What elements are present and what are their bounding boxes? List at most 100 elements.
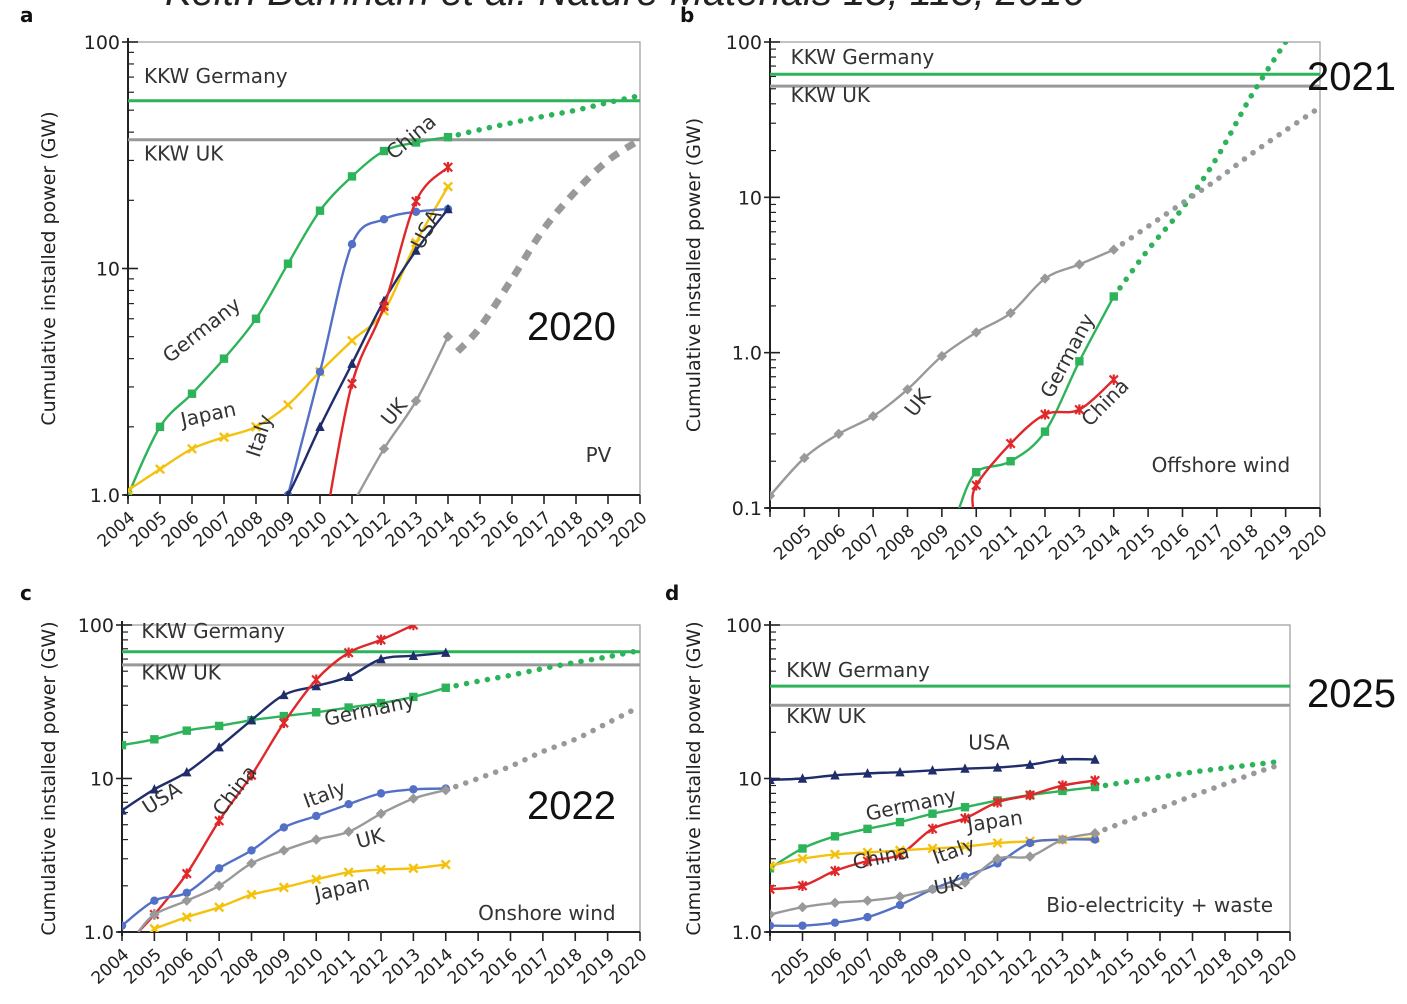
series-china [971, 374, 1119, 508]
annotation-label: Japan [964, 805, 1025, 837]
data-point [408, 650, 419, 661]
data-point [927, 823, 938, 835]
data-point [311, 674, 322, 685]
data-point [379, 301, 389, 312]
data-point [376, 653, 386, 664]
annotation-label: KKW Germany [144, 64, 288, 88]
projection-line [1111, 42, 1289, 300]
x-tick-label: 2018 [1217, 521, 1263, 565]
data-point [770, 860, 776, 871]
data-point [150, 735, 159, 744]
data-point [315, 206, 325, 215]
data-point [246, 858, 257, 869]
annotation-label: PV [586, 443, 612, 467]
annotation-label: Italy [241, 411, 277, 460]
data-point [246, 714, 257, 725]
annotation-label: China [381, 109, 440, 164]
plot-content [770, 684, 1290, 930]
series-uk [770, 244, 1119, 501]
x-tick-label: 2006 [805, 521, 851, 565]
data-point [770, 884, 775, 895]
panel-letter: a [20, 3, 34, 27]
data-point [895, 817, 905, 827]
y-tick-label: 1.0 [732, 343, 762, 365]
data-point [128, 485, 134, 495]
data-point [343, 671, 354, 681]
panel-letter: b [680, 3, 694, 27]
data-point [347, 172, 357, 181]
data-point [797, 853, 808, 864]
annotation-label: Onshore wind [478, 901, 615, 925]
data-point [829, 849, 841, 860]
panel-letter: d [665, 581, 679, 605]
data-point [862, 855, 873, 867]
y-axis-label: Cumulative installed power (GW) [38, 111, 60, 425]
annotation-label: Germany [158, 292, 245, 368]
annotation-label: Italy [929, 832, 978, 869]
x-tick-label: 2019 [1251, 521, 1297, 565]
data-point [960, 763, 970, 773]
y-tick-label: 100 [726, 615, 762, 637]
data-point [1108, 374, 1119, 385]
annotation-label: Offshore wind [1152, 453, 1291, 477]
data-point [1108, 244, 1119, 255]
series-uk [356, 331, 454, 495]
panel-letter: c [20, 581, 32, 605]
data-point [867, 410, 879, 422]
data-point [149, 923, 160, 932]
data-point [312, 708, 321, 717]
data-point [378, 443, 390, 454]
data-point [343, 867, 354, 878]
projection-line [445, 92, 640, 140]
data-point [441, 683, 450, 692]
data-point [218, 432, 230, 443]
y-axis-label: Cumulative installed power (GW) [683, 118, 705, 432]
annotation-label: Germany [322, 688, 417, 731]
series-uk [770, 828, 1101, 920]
projection-line [443, 707, 637, 793]
data-point [960, 872, 970, 881]
data-point [347, 358, 357, 368]
data-point [1005, 438, 1016, 449]
data-point [408, 863, 419, 874]
year-note-d: 2025 [1307, 672, 1396, 716]
y-tick-label: 100 [78, 615, 114, 637]
data-point [247, 846, 256, 855]
data-point [1090, 775, 1100, 786]
data-point [992, 762, 1003, 772]
data-point [347, 378, 357, 389]
data-point [182, 888, 191, 898]
chart-panel-a: a Cumulative installed power (GW) 1.0 10 100… [20, 3, 651, 552]
data-point [830, 918, 840, 927]
data-point [246, 770, 257, 781]
data-point [797, 902, 808, 913]
x-tick-label: 2010 [942, 521, 988, 565]
data-point [311, 680, 321, 691]
series-line [153, 863, 446, 930]
y-tick-label: 1.0 [732, 922, 762, 944]
data-point [1058, 786, 1067, 796]
data-point [440, 859, 451, 870]
x-tick-label: 2008 [873, 521, 919, 565]
data-point [344, 703, 353, 712]
data-point [182, 726, 191, 735]
data-point [186, 443, 198, 454]
x-tick-label: 2020 [1286, 521, 1332, 565]
data-point [1025, 838, 1035, 848]
data-point [410, 395, 422, 407]
annotation-label: KKW Germany [786, 658, 930, 682]
x-tick-label: 2007 [839, 521, 885, 565]
data-point [214, 721, 224, 731]
data-point [376, 634, 386, 646]
data-point [895, 900, 905, 910]
data-point [214, 815, 225, 827]
series-line [329, 166, 449, 495]
data-point [770, 909, 776, 920]
data-point [960, 813, 970, 824]
data-point [149, 784, 160, 794]
data-point [1074, 259, 1085, 270]
data-point [122, 805, 127, 815]
data-point [411, 245, 421, 255]
data-point [902, 384, 913, 395]
data-point [251, 314, 261, 323]
